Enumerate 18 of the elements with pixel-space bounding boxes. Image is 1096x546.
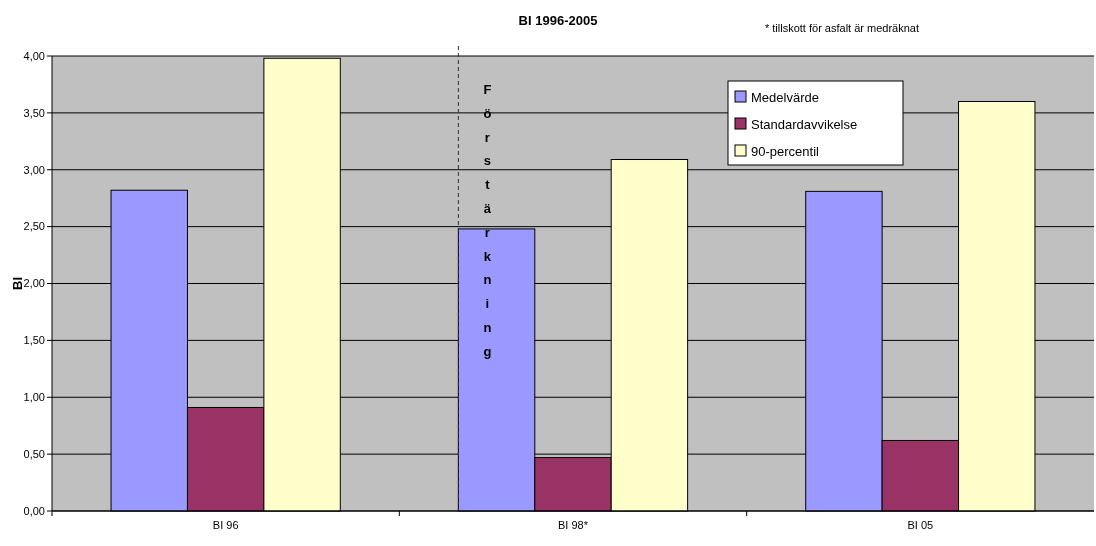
x-tick-label: BI 98*	[558, 519, 589, 531]
text: * tillskott för asfalt är medräknat	[764, 22, 920, 34]
x-tick-label: BI 96	[212, 519, 239, 531]
y-tick-label: 3,00	[23, 163, 45, 176]
y-tick-label: 4,00	[23, 49, 45, 62]
y-tick-label: 0,50	[23, 447, 45, 460]
y-tick-label: 1,50	[23, 334, 45, 347]
legend-label: Standardavvikelse	[751, 116, 858, 132]
chart-title: BI 1996-2005	[518, 13, 598, 28]
y-tick-label: 2,00	[23, 277, 45, 290]
y-axis-title: BI	[10, 277, 25, 290]
y-tick-label: 3,50	[23, 106, 45, 119]
y-tick-label: 1,00	[23, 391, 45, 404]
legend-label: 90-percentil	[751, 143, 820, 159]
legend-label: Medelvärde	[751, 89, 819, 105]
x-tick-label: BI 05	[907, 519, 934, 531]
y-tick-label: 2,50	[23, 220, 45, 233]
y-tick-label: 0,00	[23, 504, 45, 517]
